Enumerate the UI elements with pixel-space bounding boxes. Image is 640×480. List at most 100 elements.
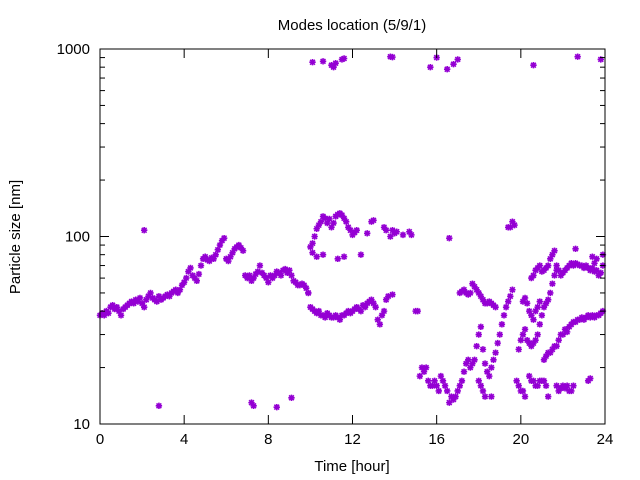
data-point (155, 293, 163, 300)
data-point (492, 303, 499, 311)
data-point (486, 372, 493, 380)
data-point (477, 382, 485, 389)
data-point (519, 387, 527, 395)
data-point (471, 283, 478, 290)
data-point (353, 227, 360, 234)
data-point (313, 253, 320, 260)
data-point (532, 336, 539, 344)
data-point (473, 342, 480, 350)
data-point (254, 268, 262, 275)
data-point (441, 382, 449, 389)
data-point (130, 300, 137, 307)
data-point (338, 211, 346, 219)
data-point (553, 342, 560, 350)
data-point (551, 247, 558, 254)
data-point (519, 298, 527, 305)
data-point (361, 303, 369, 311)
data-point (479, 296, 487, 303)
data-point (305, 289, 312, 297)
data-point (536, 298, 543, 305)
data-point (113, 303, 121, 311)
data-point (408, 231, 415, 239)
data-point (180, 279, 188, 286)
data-point (385, 293, 392, 300)
data-point (429, 382, 436, 389)
data-point (547, 255, 554, 263)
data-point (534, 303, 541, 311)
data-point (490, 356, 497, 363)
data-point (488, 364, 495, 371)
data-point (334, 255, 341, 263)
data-point (372, 303, 379, 311)
data-point (321, 314, 329, 321)
data-point (530, 339, 537, 347)
data-point (416, 372, 424, 380)
data-point (195, 270, 203, 278)
x-tick-label: 4 (180, 431, 188, 448)
data-point (521, 326, 529, 333)
data-point (256, 262, 264, 269)
data-points (96, 53, 607, 411)
data-point (505, 224, 512, 231)
data-point (544, 393, 552, 400)
data-point (307, 243, 314, 251)
data-point (300, 281, 308, 289)
data-point (143, 296, 150, 303)
data-point (521, 294, 529, 302)
data-point (526, 307, 533, 315)
data-point (202, 253, 209, 260)
data-point (591, 260, 598, 267)
data-point (197, 262, 205, 269)
data-point (183, 274, 190, 282)
data-point (389, 53, 396, 61)
data-point (328, 224, 335, 231)
data-point (418, 364, 426, 371)
y-axis-label: Particle size [nm] (7, 180, 24, 294)
data-point (174, 289, 182, 297)
data-point (389, 291, 396, 298)
data-point (530, 316, 537, 323)
data-point (193, 277, 200, 285)
data-point (471, 356, 478, 363)
data-point (332, 59, 339, 67)
data-point (443, 387, 451, 395)
data-point (544, 296, 552, 303)
data-point (313, 225, 320, 232)
data-point (380, 307, 388, 315)
data-point (191, 274, 198, 282)
x-tick-label: 0 (96, 431, 104, 448)
data-point (563, 328, 571, 336)
data-point (517, 336, 525, 344)
data-point (536, 321, 543, 328)
data-point (212, 251, 219, 258)
data-point (597, 269, 604, 277)
data-point (420, 368, 428, 375)
data-point (475, 331, 482, 338)
data-point (570, 382, 577, 389)
data-point (439, 377, 447, 384)
data-point (315, 307, 323, 315)
data-point (330, 63, 337, 71)
x-axis-label: Time [hour] (314, 458, 389, 475)
data-point (572, 245, 579, 252)
data-point (140, 227, 148, 234)
data-point (250, 274, 257, 282)
data-point (597, 56, 604, 63)
x-tick-label: 12 (344, 431, 361, 448)
data-point (364, 230, 371, 237)
data-point (498, 321, 506, 328)
data-point (286, 267, 293, 274)
data-point (389, 227, 396, 234)
data-point (216, 241, 224, 249)
y-tick-label: 1000 (57, 41, 90, 58)
data-point (235, 241, 243, 249)
data-point (483, 368, 491, 375)
data-point (115, 307, 123, 315)
data-point (315, 221, 323, 229)
data-point (523, 300, 531, 307)
data-point (530, 377, 537, 384)
data-point (519, 331, 527, 338)
x-tick-label: 20 (512, 431, 529, 448)
data-point (479, 387, 487, 395)
